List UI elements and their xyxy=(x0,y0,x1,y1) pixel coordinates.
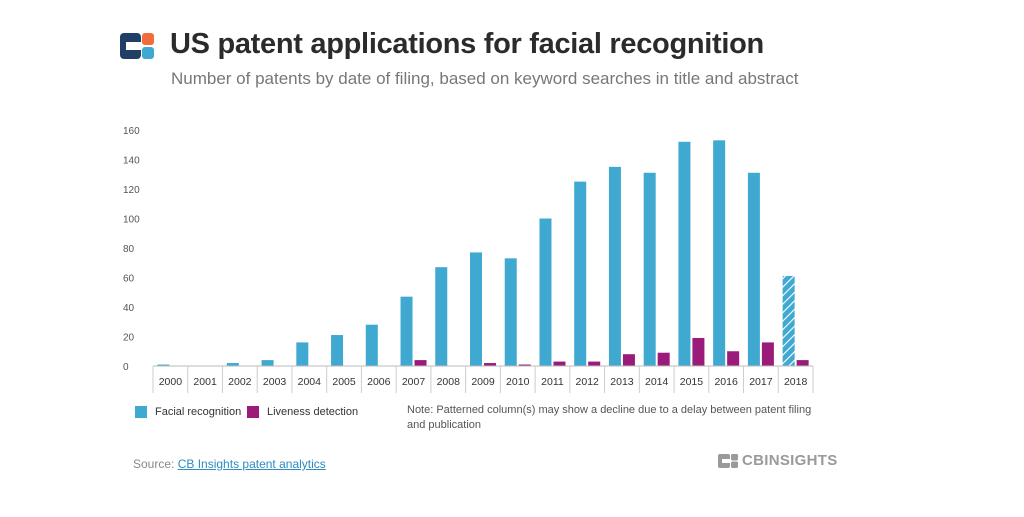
x-tick-label: 2017 xyxy=(749,376,773,388)
x-tick-label: 2009 xyxy=(471,376,495,388)
bar-facial-recognition xyxy=(608,166,621,366)
bar-liveness-detection xyxy=(622,354,635,366)
x-tick-label: 2000 xyxy=(159,376,183,388)
y-tick-label: 120 xyxy=(123,185,140,196)
legend-label-facial: Facial recognition xyxy=(155,406,242,418)
cb-insights-brand: CBINSIGHTS xyxy=(718,452,838,469)
y-tick-label: 80 xyxy=(123,244,135,255)
bar-liveness-detection xyxy=(657,352,670,366)
bar-liveness-detection xyxy=(518,364,531,366)
x-tick-label: 2015 xyxy=(680,376,704,388)
x-tick-label: 2013 xyxy=(610,376,634,388)
x-tick-label: 2010 xyxy=(506,376,530,388)
legend-item-liveness: Liveness detection xyxy=(247,406,358,418)
source-prefix: Source: xyxy=(133,457,175,471)
x-tick-label: 2018 xyxy=(784,376,808,388)
legend-swatch-facial xyxy=(135,406,147,418)
x-tick-label: 2001 xyxy=(193,376,217,388)
bar-liveness-detection xyxy=(796,360,809,366)
x-tick-label: 2004 xyxy=(298,376,322,388)
bar-liveness-detection xyxy=(553,361,566,366)
y-tick-label: 40 xyxy=(123,303,135,314)
x-tick-label: 2003 xyxy=(263,376,287,388)
bar-facial-recognition xyxy=(747,172,760,366)
x-tick-label: 2014 xyxy=(645,376,669,388)
cb-insights-logo-icon xyxy=(120,33,154,59)
bar-facial-recognition xyxy=(365,324,378,366)
source-line: Source: CB Insights patent analytics xyxy=(133,457,326,471)
chart-note: Note: Patterned column(s) may show a dec… xyxy=(407,404,812,431)
x-tick-label: 2011 xyxy=(541,376,564,388)
chart-title: US patent applications for facial recogn… xyxy=(170,28,764,60)
bar-facial-recognition xyxy=(643,172,656,366)
legend-label-liveness: Liveness detection xyxy=(267,406,359,418)
bar-facial-recognition xyxy=(435,267,448,366)
y-tick-label: 60 xyxy=(123,274,135,285)
x-tick-label: 2016 xyxy=(714,376,738,388)
bar-facial-recognition xyxy=(331,335,344,366)
bar-facial-recognition xyxy=(539,218,552,366)
bar-liveness-detection xyxy=(761,342,774,366)
bar-facial-recognition xyxy=(296,342,309,366)
chart-subtitle: Number of patents by date of filing, bas… xyxy=(171,69,799,88)
bar-facial-recognition xyxy=(400,296,413,366)
x-tick-label: 2006 xyxy=(367,376,391,388)
cb-brand-mark-icon xyxy=(718,453,738,468)
x-tick-label: 2002 xyxy=(228,376,252,388)
y-tick-label: 160 xyxy=(123,126,140,137)
y-tick-label: 100 xyxy=(123,215,140,226)
bar-facial-recognition xyxy=(157,364,170,366)
legend-item-facial: Facial recognition xyxy=(135,406,241,418)
legend-swatch-liveness xyxy=(247,406,259,418)
bar-facial-recognition xyxy=(782,276,795,366)
y-tick-label: 140 xyxy=(123,156,140,167)
bar-facial-recognition xyxy=(713,140,726,366)
brand-name: CBINSIGHTS xyxy=(742,452,838,469)
x-tick-label: 2005 xyxy=(332,376,356,388)
bar-liveness-detection xyxy=(588,361,601,366)
y-tick-label: 0 xyxy=(123,362,129,373)
bar-liveness-detection xyxy=(484,363,496,366)
bar-facial-recognition xyxy=(504,258,517,366)
x-tick-label: 2012 xyxy=(576,376,600,388)
x-tick-label: 2008 xyxy=(437,376,461,388)
bar-facial-recognition xyxy=(678,141,691,366)
bar-liveness-detection xyxy=(727,351,740,366)
bar-facial-recognition xyxy=(470,252,482,366)
bar-liveness-detection xyxy=(692,337,705,366)
y-tick-label: 20 xyxy=(123,333,135,344)
bar-facial-recognition xyxy=(226,363,239,366)
source-link[interactable]: CB Insights patent analytics xyxy=(177,457,326,471)
bar-facial-recognition xyxy=(574,181,587,366)
bar-facial-recognition xyxy=(261,360,274,366)
x-tick-label: 2007 xyxy=(402,376,426,388)
bar-liveness-detection xyxy=(414,360,427,366)
